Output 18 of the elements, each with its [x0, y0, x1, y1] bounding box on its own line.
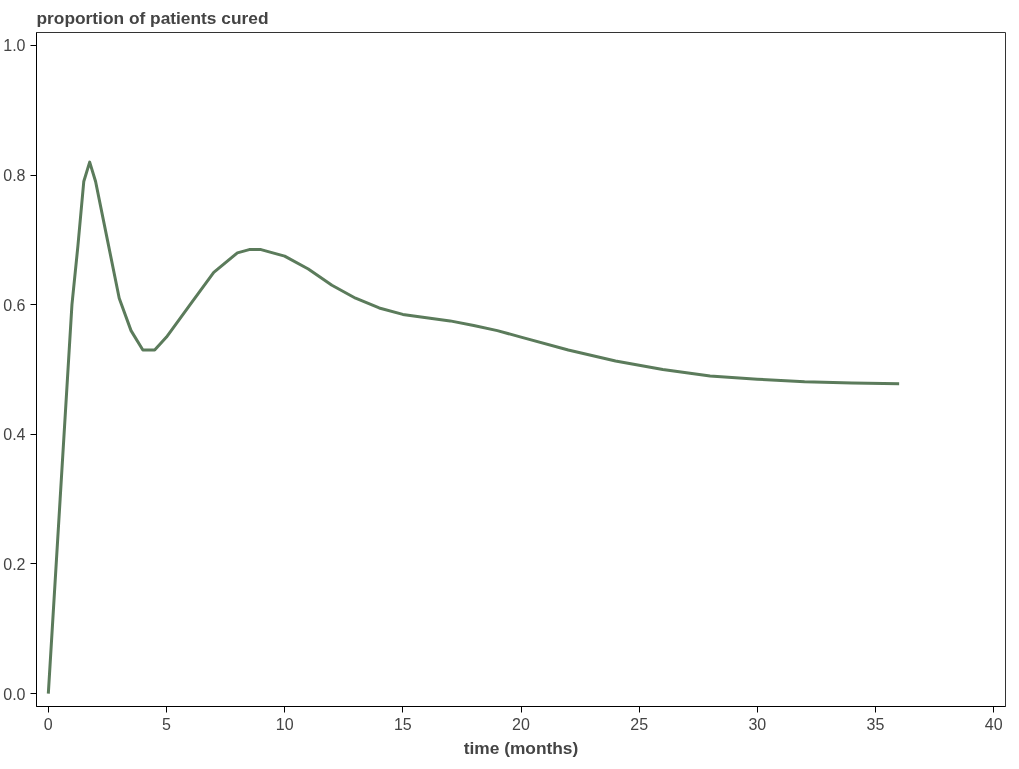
x-tick-label: 0 [43, 715, 53, 733]
x-tick-label: 20 [512, 715, 530, 733]
line-series [46, 160, 901, 696]
x-axis-title: time (months) [463, 737, 579, 758]
x-tick-label: 40 [984, 715, 1003, 733]
y-tick-label: 0.0 [3, 685, 26, 703]
y-axis-title: proportion of patients cured [36, 7, 269, 28]
x-tick-label: 10 [275, 715, 294, 733]
x-tick-label: 25 [630, 715, 649, 733]
x-tick-label: 35 [866, 715, 885, 733]
y-tick-label: 0.8 [3, 167, 26, 185]
x-tick-label: 30 [748, 715, 767, 733]
x-tick-label: 5 [162, 715, 172, 733]
y-tick-label: 0.4 [3, 426, 26, 444]
y-tick-label: 1.0 [3, 37, 26, 55]
y-tick-label: 0.2 [3, 555, 26, 573]
y-tick-label: 0.6 [3, 296, 26, 314]
x-tick-label: 15 [393, 715, 412, 733]
